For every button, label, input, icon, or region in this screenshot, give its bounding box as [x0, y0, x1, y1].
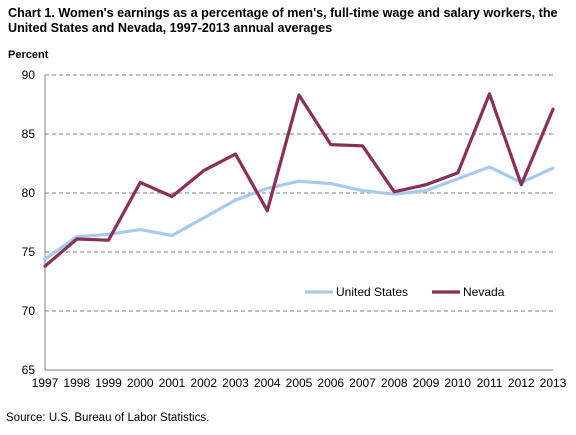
- y-tick-label: 75: [22, 245, 36, 259]
- x-tick-label: 2013: [540, 376, 567, 390]
- legend: United States Nevada: [305, 285, 505, 299]
- x-tick-label: 2009: [413, 376, 440, 390]
- x-tick-label: 2004: [254, 376, 281, 390]
- x-tick-label: 1997: [32, 376, 59, 390]
- x-tick-label: 1998: [63, 376, 90, 390]
- x-tick-label: 2005: [286, 376, 313, 390]
- y-tick-label: 80: [22, 186, 36, 200]
- y-tick-label: 65: [22, 363, 36, 377]
- chart-title: Chart 1. Women's earnings as a percentag…: [8, 6, 558, 35]
- x-tick-label: 2010: [444, 376, 471, 390]
- x-tick-label: 2001: [159, 376, 186, 390]
- y-axis-title: Percent: [8, 49, 49, 61]
- series-line-united-states: [43, 165, 555, 261]
- x-tick-label: 2012: [508, 376, 535, 390]
- y-tick-labels: 65 70 75 80 85 90: [22, 68, 36, 377]
- axes: [44, 75, 553, 371]
- y-tick-label: 70: [22, 304, 36, 318]
- x-tick-label: 1999: [95, 376, 122, 390]
- x-tick-label: 2006: [317, 376, 344, 390]
- gridlines: [45, 74, 553, 312]
- series-line-nevada: [43, 92, 555, 268]
- y-tick-label: 85: [22, 127, 36, 141]
- x-tick-label: 2008: [381, 376, 408, 390]
- series-lines: [43, 92, 555, 268]
- x-tick-label: 2011: [477, 376, 503, 390]
- x-tick-label: 2002: [190, 376, 217, 390]
- x-tick-label: 2007: [349, 376, 376, 390]
- y-tick-label: 90: [22, 68, 36, 82]
- x-tick-label: 2000: [127, 376, 154, 390]
- legend-label: Nevada: [463, 285, 505, 299]
- x-tick-labels: 1997 1998 1999 2000 2001 2002 2003 2004 2005 2006…: [32, 376, 567, 390]
- legend-label: United States: [336, 285, 408, 299]
- x-tick-label: 2003: [222, 376, 249, 390]
- source-note: Source: U.S. Bureau of Labor Statistics.: [6, 412, 210, 424]
